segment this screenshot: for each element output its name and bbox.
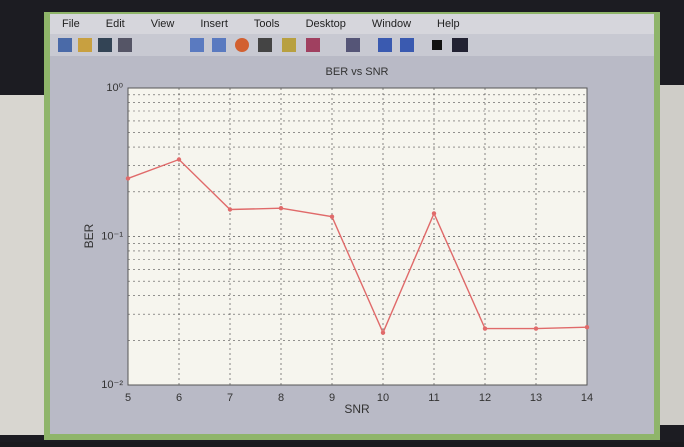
data-point (585, 325, 589, 329)
screen: File Edit View Insert Tools Desktop Window Help… (0, 0, 684, 442)
menu-bar (50, 14, 654, 34)
data-point (432, 211, 436, 215)
menu-item[interactable]: Tools (254, 18, 280, 30)
menu-item[interactable]: Help (437, 18, 460, 30)
x-tick-label: 11 (428, 392, 439, 404)
page: {"menu": ["File", "Edit", "View", "Inser… (0, 0, 684, 442)
icon[interactable] (98, 38, 112, 52)
icon[interactable] (118, 38, 132, 52)
menu: File Edit View Insert Tools Desktop Window Help (62, 18, 460, 30)
icon[interactable] (400, 38, 414, 52)
icon[interactable] (78, 38, 92, 52)
y-tick-label: 10⁻² (101, 379, 123, 391)
x-tick-label: 6 (176, 392, 182, 404)
x-tick-label: 5 (125, 392, 131, 404)
x-tick-label: 12 (479, 392, 491, 404)
icon[interactable] (258, 38, 272, 52)
y-axis-label: BER (82, 223, 96, 248)
toolbar-icons (58, 38, 468, 52)
x-tick-label: 7 (227, 392, 233, 404)
icon[interactable] (432, 40, 442, 50)
data-point (126, 176, 130, 180)
x-tick-label: 10 (377, 392, 389, 404)
menu-item[interactable]: View (151, 18, 175, 30)
x-axis-label: SNR (344, 402, 370, 416)
icon[interactable] (58, 38, 72, 52)
icon[interactable] (306, 38, 320, 52)
data-point (279, 206, 283, 210)
menu-item[interactable]: Edit (106, 18, 125, 30)
icon[interactable] (282, 38, 296, 52)
data-point (483, 326, 487, 330)
menu-item[interactable]: File (62, 18, 80, 30)
data-point (534, 326, 538, 330)
data-point (330, 214, 334, 218)
x-tick-label: 9 (329, 392, 335, 404)
icon[interactable] (190, 38, 204, 52)
x-tick-label: 14 (581, 392, 593, 404)
icon[interactable] (346, 38, 360, 52)
x-tick-label: 8 (278, 392, 284, 404)
icon[interactable] (378, 38, 392, 52)
icon[interactable] (452, 38, 468, 52)
icon[interactable] (235, 38, 249, 52)
data-point (228, 207, 232, 211)
menu-item[interactable]: Window (372, 18, 411, 30)
y-tick-label: 10⁻¹ (101, 230, 123, 242)
menu-item[interactable]: Insert (200, 18, 228, 30)
chart-title: BER vs SNR (326, 66, 389, 78)
data-point (177, 157, 181, 161)
x-tick-label: 13 (530, 392, 542, 404)
icon[interactable] (212, 38, 226, 52)
y-tick-label: 10⁰ (106, 82, 123, 94)
menu-item[interactable]: Desktop (306, 18, 346, 30)
data-point (381, 331, 385, 335)
